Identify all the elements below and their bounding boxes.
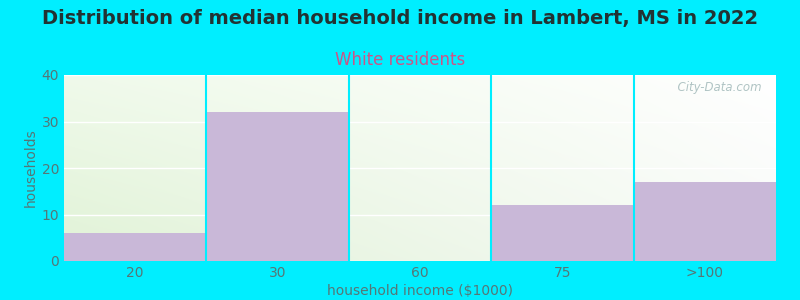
Bar	[491, 205, 634, 261]
Bar	[206, 112, 349, 261]
Text: Distribution of median household income in Lambert, MS in 2022: Distribution of median household income …	[42, 9, 758, 28]
X-axis label: household income ($1000): household income ($1000)	[327, 284, 513, 298]
Bar	[64, 233, 206, 261]
Y-axis label: households: households	[23, 129, 38, 207]
Bar	[634, 182, 776, 261]
Text: White residents: White residents	[335, 51, 465, 69]
Text: City-Data.com: City-Data.com	[670, 81, 762, 94]
